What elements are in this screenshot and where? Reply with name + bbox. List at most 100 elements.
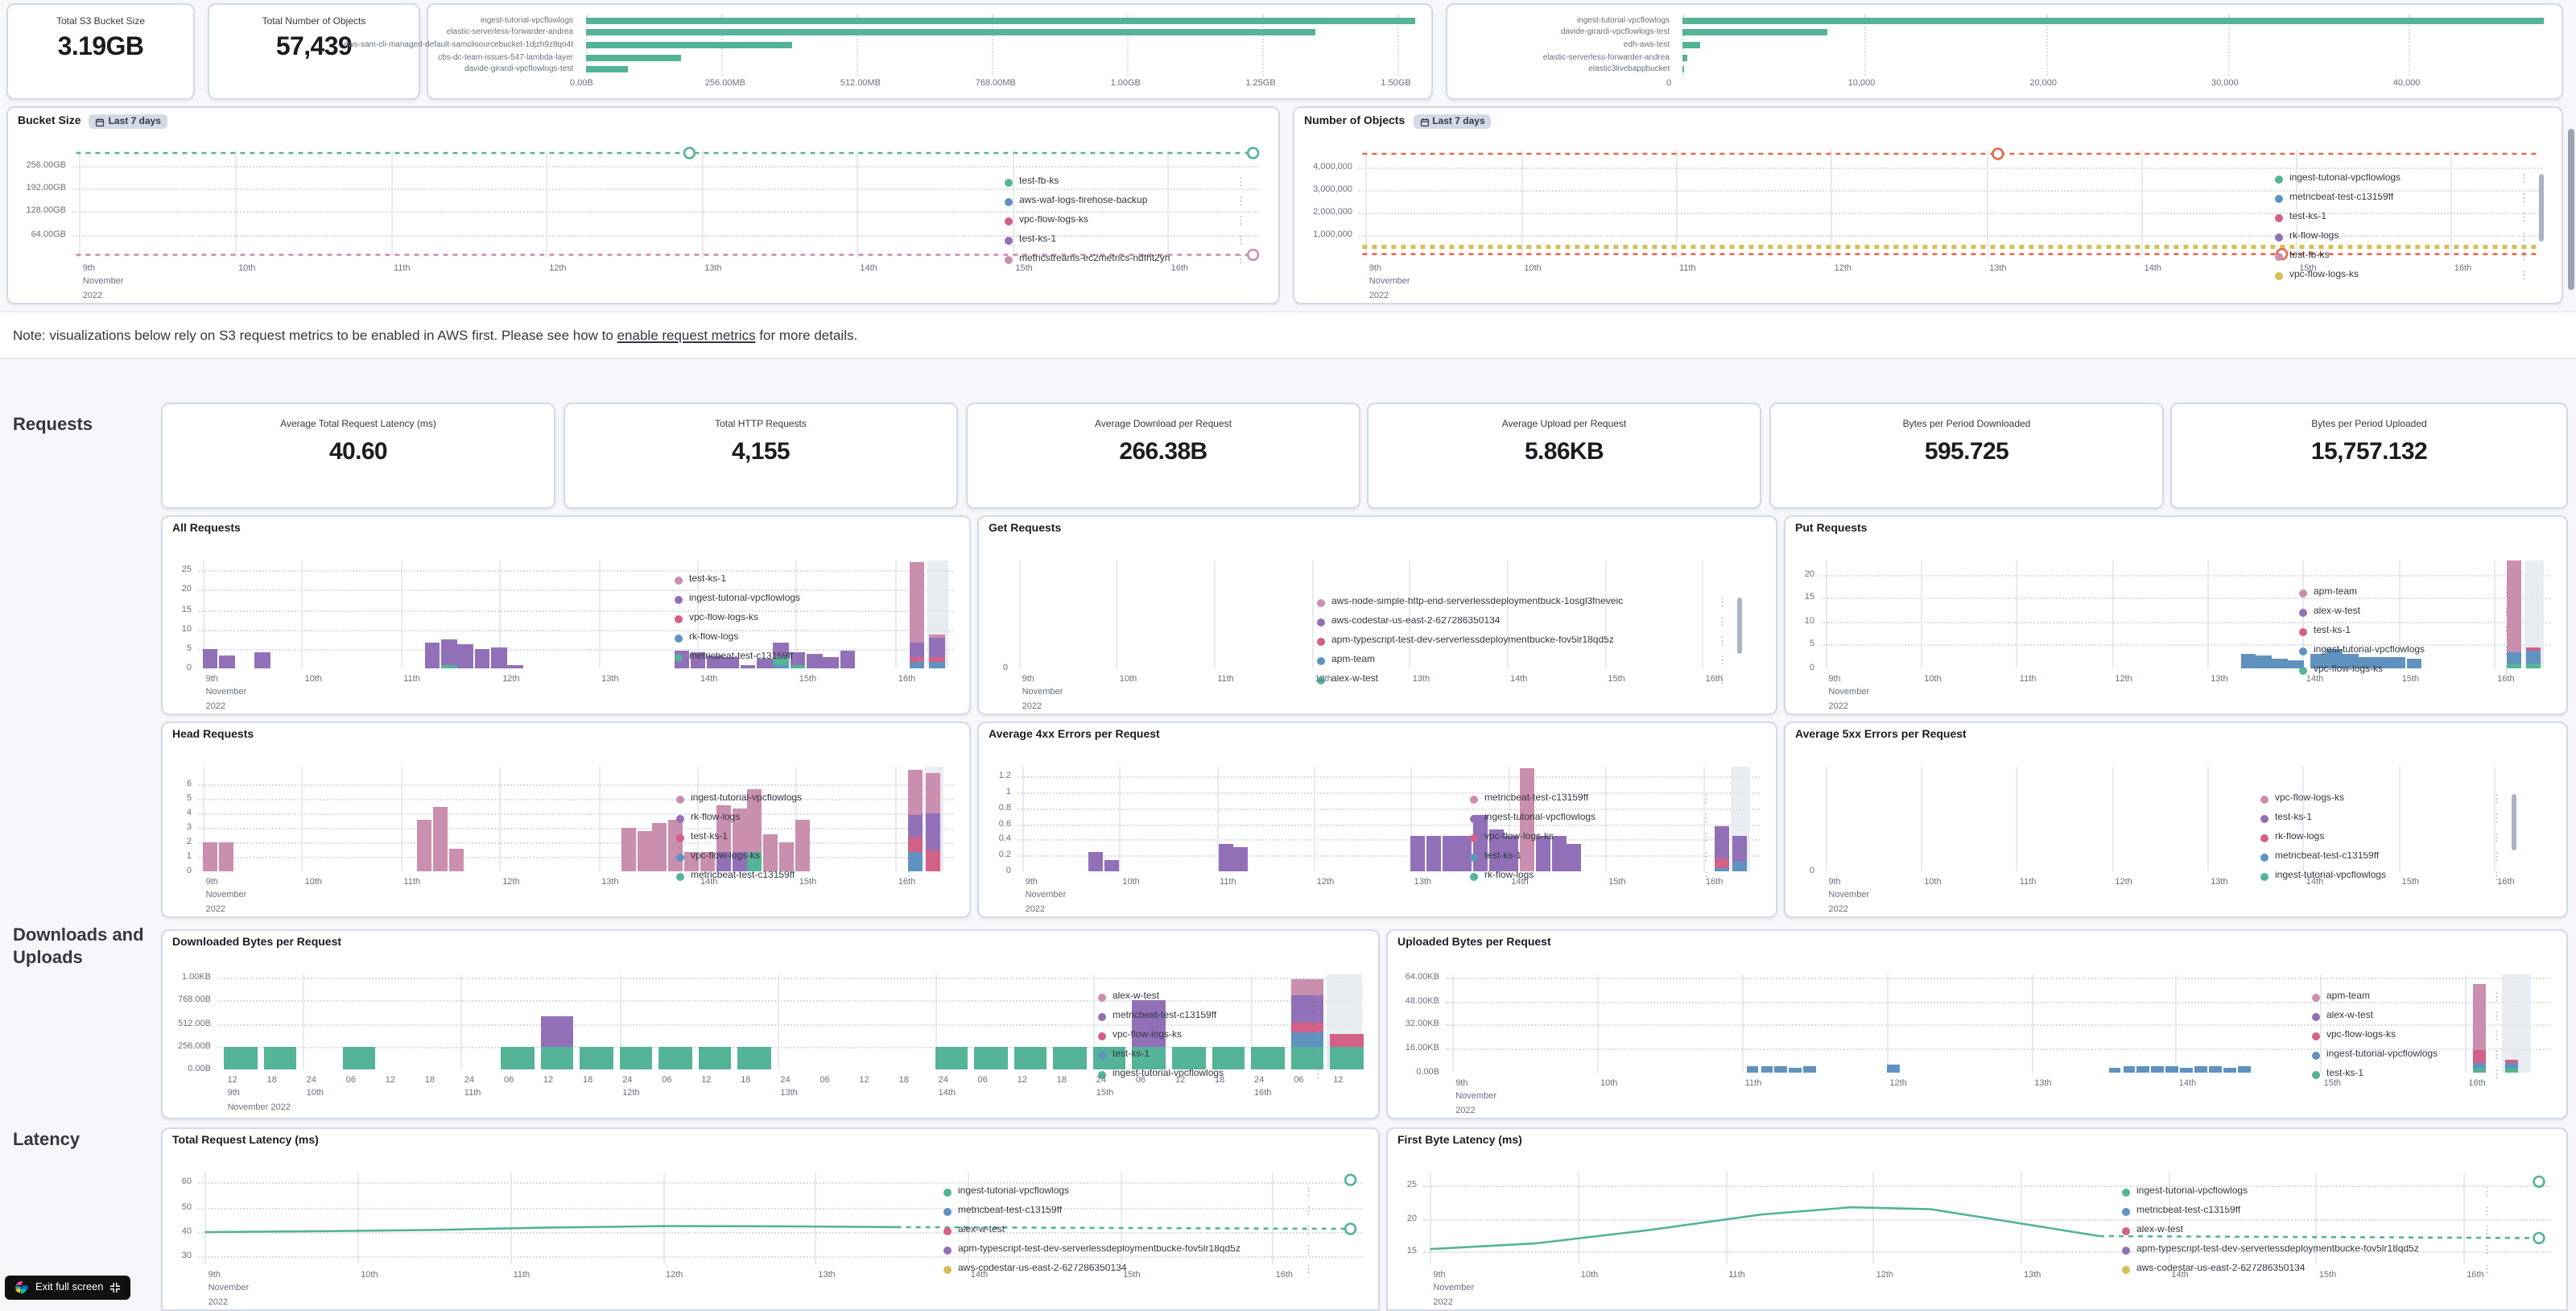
bar-segment[interactable] bbox=[1088, 851, 1103, 871]
bar-segment[interactable] bbox=[1132, 1047, 1166, 1069]
avg-4xx-errors-chart[interactable]: metricbeat-test-c13159ff ⋮ ingest-tutorial… bbox=[982, 746, 1773, 914]
bar-segment[interactable] bbox=[2473, 1062, 2486, 1069]
bar-segment[interactable] bbox=[907, 814, 923, 838]
legend-item[interactable]: ingest-tutorial-vpcflowlogs ⋮ bbox=[1470, 809, 1711, 828]
bar-segment[interactable] bbox=[926, 850, 941, 871]
bar[interactable] bbox=[586, 66, 629, 73]
bar-segment[interactable] bbox=[929, 637, 945, 658]
bar-segment[interactable] bbox=[1290, 979, 1324, 996]
legend-item[interactable]: metricbeat-test-c13159ff ⋮ bbox=[2260, 847, 2502, 866]
legend-options-icon[interactable]: ⋮ bbox=[2519, 213, 2529, 224]
legend-item[interactable]: test-ks-1 ⋮ bbox=[2275, 208, 2529, 227]
bar-segment[interactable] bbox=[1732, 835, 1748, 862]
legend-options-icon[interactable]: ⋮ bbox=[2519, 232, 2529, 243]
legend-item[interactable]: vpc-flow-logs-ks ⋮ bbox=[2312, 1026, 2502, 1045]
bar-segment[interactable] bbox=[698, 1047, 732, 1069]
time-range-badge[interactable]: Last 7 days bbox=[1413, 114, 1492, 129]
bar-segment[interactable] bbox=[254, 651, 270, 668]
legend-item[interactable]: test-ks-1 ⋮ bbox=[2312, 1065, 2502, 1084]
bar-segment[interactable] bbox=[1504, 835, 1519, 871]
bar-segment[interactable] bbox=[907, 852, 923, 871]
bar-segment[interactable] bbox=[448, 848, 464, 871]
page-scrollbar[interactable] bbox=[2568, 129, 2574, 290]
put-requests-chart[interactable]: apm-team ⋮ alex-w-test ⋮ test-ks-1 ⋮ ingest-tu… bbox=[1789, 540, 2563, 711]
legend-options-icon[interactable]: ⋮ bbox=[2501, 665, 2512, 676]
legend-options-icon[interactable]: ⋮ bbox=[2519, 174, 2529, 185]
bar-segment[interactable] bbox=[621, 827, 636, 871]
bar[interactable] bbox=[1682, 42, 1700, 48]
bar-segment[interactable] bbox=[2407, 659, 2422, 668]
bar-segment[interactable] bbox=[907, 769, 923, 815]
bar-segment[interactable] bbox=[773, 656, 789, 666]
legend-options-icon[interactable]: ⋮ bbox=[2491, 852, 2502, 863]
legend-options-icon[interactable]: ⋮ bbox=[2519, 251, 2529, 263]
bar-segment[interactable] bbox=[1290, 1047, 1324, 1069]
legend-item[interactable]: ingest-tutorial-vpcflowlogs ⋮ bbox=[2312, 1045, 2502, 1065]
legend-options-icon[interactable]: ⋮ bbox=[1236, 216, 1246, 227]
plot-area[interactable]: test-fb-ks ⋮ aws-waf-logs-firehose-backup ⋮… bbox=[72, 147, 1260, 266]
plot-area[interactable]: metricbeat-test-c13159ff ⋮ ingest-tutorial… bbox=[1018, 767, 1760, 883]
bar-segment[interactable] bbox=[1410, 835, 1426, 871]
legend-scrollbar[interactable] bbox=[2539, 174, 2544, 242]
bar-segment[interactable] bbox=[1732, 862, 1748, 871]
bar-segment[interactable] bbox=[723, 656, 739, 668]
bar-segment[interactable] bbox=[491, 647, 507, 668]
legend-options-icon[interactable]: ⋮ bbox=[1717, 675, 1728, 686]
bar-segment[interactable] bbox=[1746, 1066, 1759, 1073]
objects-by-bucket-chart[interactable]: ingest-tutorial-vpcflowlogs davide-girard… bbox=[1451, 8, 2558, 95]
bar[interactable] bbox=[586, 29, 1315, 36]
bar-segment[interactable] bbox=[2123, 1066, 2136, 1073]
legend-item[interactable]: apm-team ⋮ bbox=[1317, 651, 1728, 670]
plot-area[interactable]: alex-w-test ⋮ metricbeat-test-c13159ff ⋮ vpc… bbox=[217, 974, 1364, 1081]
head-requests-chart[interactable]: ingest-tutorial-vpcflowlogs ⋮ rk-flow-logs… bbox=[166, 746, 966, 914]
bar-segment[interactable] bbox=[1013, 1047, 1047, 1069]
legend-item[interactable]: vpc-flow-logs-ks ⋮ bbox=[1470, 828, 1711, 847]
legend-item[interactable]: alex-w-test ⋮ bbox=[2299, 602, 2512, 622]
legend-options-icon[interactable]: ⋮ bbox=[904, 794, 914, 805]
bar[interactable] bbox=[1682, 66, 1684, 73]
legend-item[interactable]: vpc-flow-logs-ks ⋮ bbox=[1098, 1026, 1323, 1045]
bar-segment[interactable] bbox=[219, 655, 235, 668]
legend-item[interactable]: vpc-flow-logs-ks ⋮ bbox=[675, 609, 924, 628]
bar-segment[interactable] bbox=[2108, 1067, 2121, 1073]
legend-item[interactable]: test-ks-1 ⋮ bbox=[1470, 847, 1711, 866]
bar-segment[interactable] bbox=[540, 1047, 574, 1069]
legend-item[interactable]: ingest-tutorial-vpcflowlogs ⋮ bbox=[676, 789, 914, 809]
bar-segment[interactable] bbox=[2165, 1066, 2179, 1073]
plot-area[interactable] bbox=[586, 14, 1415, 76]
legend-options-icon[interactable]: ⋮ bbox=[2482, 1226, 2492, 1237]
bar-segment[interactable] bbox=[732, 852, 747, 871]
bar-segment[interactable] bbox=[929, 657, 945, 663]
exit-fullscreen-button[interactable]: Exit full screen bbox=[5, 1276, 131, 1300]
bar-segment[interactable] bbox=[929, 634, 945, 637]
bar-segment[interactable] bbox=[790, 651, 806, 665]
bar-segment[interactable] bbox=[1212, 1047, 1245, 1069]
legend-item[interactable]: vpc-flow-logs-ks ⋮ bbox=[1005, 211, 1246, 230]
legend-options-icon[interactable]: ⋮ bbox=[914, 575, 924, 586]
uploaded-bytes-chart[interactable]: apm-team ⋮ alex-w-test ⋮ vpc-flow-logs-ks ⋮ in… bbox=[1391, 953, 2563, 1115]
bar-segment[interactable] bbox=[619, 1047, 653, 1069]
bar-segment[interactable] bbox=[684, 852, 700, 871]
bar-segment[interactable] bbox=[1233, 847, 1249, 871]
legend-options-icon[interactable]: ⋮ bbox=[2491, 1011, 2502, 1023]
legend-item[interactable]: alex-w-test ⋮ bbox=[943, 1221, 1314, 1240]
bar-segment[interactable] bbox=[1132, 999, 1166, 1048]
legend-item[interactable]: ingest-tutorial-vpcflowlogs ⋮ bbox=[2275, 169, 2529, 188]
legend-options-icon[interactable]: ⋮ bbox=[2491, 833, 2502, 844]
legend-item[interactable]: apm-team ⋮ bbox=[2299, 583, 2512, 602]
bar-segment[interactable] bbox=[2180, 1067, 2194, 1073]
bar-segment[interactable] bbox=[658, 1047, 692, 1069]
bar-segment[interactable] bbox=[2194, 1066, 2207, 1073]
bar-segment[interactable] bbox=[1330, 1033, 1364, 1048]
legend-item[interactable]: vpc-flow-logs-ks ⋮ bbox=[2275, 266, 2529, 285]
legend-options-icon[interactable]: ⋮ bbox=[1717, 598, 1728, 609]
plot-area[interactable]: vpc-flow-logs-ks ⋮ test-ks-1 ⋮ rk-flow-logs ⋮… bbox=[1821, 767, 2550, 883]
bar-segment[interactable] bbox=[2473, 1050, 2486, 1062]
bar-segment[interactable] bbox=[1290, 995, 1324, 1022]
legend-item[interactable]: vpc-flow-logs-ks ⋮ bbox=[2260, 789, 2502, 809]
legend-options-icon[interactable]: ⋮ bbox=[2482, 1187, 2492, 1198]
bar-segment[interactable] bbox=[779, 842, 795, 871]
legend-scrollbar[interactable] bbox=[2512, 794, 2516, 850]
legend-item[interactable]: rk-flow-logs ⋮ bbox=[2260, 828, 2502, 847]
bar-segment[interactable] bbox=[2272, 658, 2288, 668]
